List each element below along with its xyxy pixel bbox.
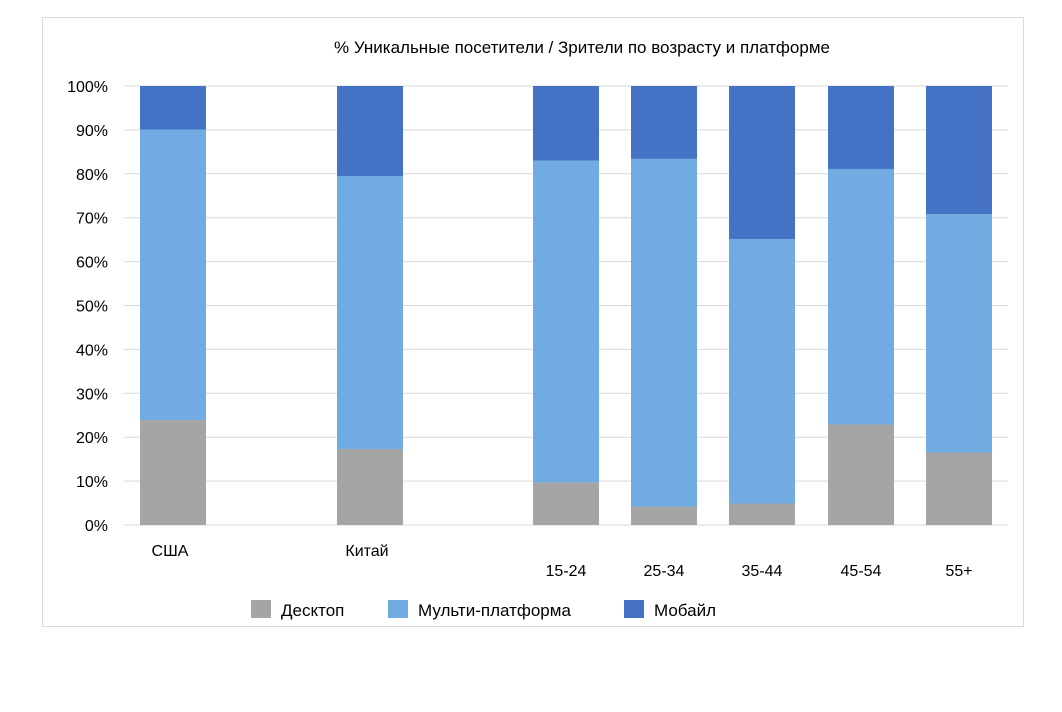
bar-segment <box>828 86 894 169</box>
bar-segment <box>631 506 697 525</box>
y-tick-label: 70% <box>76 211 108 228</box>
legend-label: Мульти-платформа <box>418 601 571 620</box>
legend-swatch <box>624 600 644 618</box>
y-tick-label: 40% <box>76 342 108 359</box>
bar-segment <box>926 452 992 525</box>
x-tick-label: 25-34 <box>644 563 685 580</box>
bar-segment <box>533 160 599 483</box>
chart-frame <box>42 17 1024 627</box>
legend-swatch <box>251 600 271 618</box>
y-tick-label: 80% <box>76 167 108 184</box>
bar-segment <box>828 424 894 525</box>
bar-segment <box>926 86 992 215</box>
y-tick-label: 0% <box>85 518 108 535</box>
x-tick-label: 15-24 <box>546 563 587 580</box>
bar-segment <box>533 482 599 525</box>
y-tick-label: 60% <box>76 255 108 272</box>
legend-label: Десктоп <box>281 601 344 620</box>
bar-segment <box>729 239 795 504</box>
bar-segment <box>140 86 206 130</box>
bar-segment <box>140 420 206 525</box>
x-tick-label: Китай <box>345 543 388 560</box>
y-tick-label: 20% <box>76 430 108 447</box>
y-tick-label: 90% <box>76 123 108 140</box>
bar-segment <box>631 86 697 159</box>
chart-title: % Уникальные посетители / Зрители по воз… <box>334 38 830 57</box>
bar-segment <box>533 86 599 161</box>
legend-label: Мобайл <box>654 601 716 620</box>
bar-segment <box>631 158 697 507</box>
bar-segment <box>729 503 795 525</box>
x-tick-label: США <box>152 543 189 560</box>
x-tick-label: 45-54 <box>841 563 882 580</box>
bar-segment <box>337 449 403 525</box>
y-tick-label: 30% <box>76 386 108 403</box>
x-tick-label: 55+ <box>945 563 972 580</box>
bar-segment <box>828 168 894 425</box>
bar-segment <box>926 214 992 453</box>
x-tick-label: 35-44 <box>742 563 783 580</box>
bar-segment <box>729 86 795 240</box>
y-tick-label: 50% <box>76 299 108 316</box>
y-tick-label: 100% <box>67 79 108 96</box>
bar-segment <box>337 175 403 450</box>
bar-segment <box>337 86 403 176</box>
legend-swatch <box>388 600 408 618</box>
bar-segment <box>140 129 206 421</box>
y-tick-label: 10% <box>76 474 108 491</box>
